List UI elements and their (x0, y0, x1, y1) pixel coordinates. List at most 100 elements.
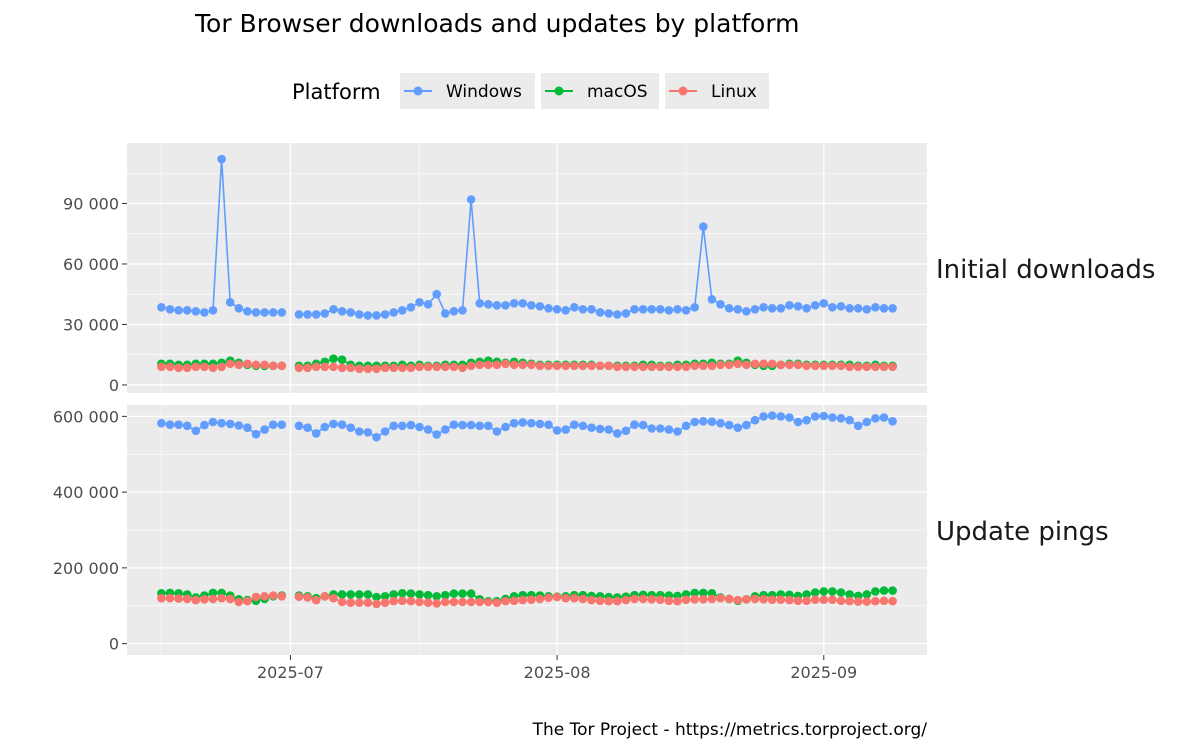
data-point (174, 420, 183, 430)
series-linux (157, 591, 897, 609)
data-point (888, 304, 897, 313)
data-point (389, 308, 399, 317)
data-point (690, 588, 699, 598)
data-point (243, 359, 252, 369)
data-point (458, 589, 467, 598)
data-point (742, 360, 751, 370)
data-point (621, 309, 631, 318)
data-point (243, 423, 252, 433)
data-point (406, 303, 416, 312)
data-point (535, 302, 545, 311)
data-point (251, 308, 261, 317)
data-point (441, 425, 450, 434)
data-point (750, 594, 760, 604)
data-point (638, 594, 648, 604)
data-point (423, 300, 433, 309)
data-point (475, 421, 485, 431)
data-point (570, 361, 579, 371)
data-point (277, 308, 287, 317)
data-point (363, 428, 373, 437)
data-point (742, 595, 751, 604)
data-point (441, 590, 450, 600)
data-point (320, 309, 330, 318)
data-point (767, 304, 777, 313)
data-point (509, 360, 519, 370)
x-tick-label: 2025-08 (524, 663, 591, 682)
data-point (656, 595, 665, 604)
data-point (853, 304, 863, 313)
data-point (277, 420, 287, 430)
data-point (810, 301, 820, 310)
data-point (552, 305, 562, 314)
data-point (320, 422, 330, 432)
data-point (200, 308, 209, 317)
data-point (225, 298, 235, 307)
data-point (441, 309, 450, 318)
data-point (208, 417, 218, 427)
data-point (595, 361, 605, 371)
data-point (673, 305, 682, 314)
data-point (346, 363, 356, 373)
data-point (260, 425, 269, 434)
data-point (398, 421, 407, 431)
data-point (157, 418, 166, 428)
data-point (604, 309, 613, 318)
data-point (380, 310, 390, 319)
data-point (260, 360, 269, 370)
data-point (570, 593, 579, 603)
data-point (759, 303, 768, 312)
data-point (277, 592, 287, 601)
y-tick-label: 400 000 (53, 483, 119, 502)
data-point (785, 360, 794, 370)
data-point (311, 362, 321, 372)
data-point (707, 417, 717, 427)
data-point (475, 299, 485, 308)
data-point (337, 597, 347, 607)
data-point (311, 595, 321, 605)
data-point (423, 598, 433, 607)
data-point (819, 361, 829, 371)
data-point (294, 363, 304, 373)
legend-entry-macos: macOS (541, 73, 659, 109)
data-point (475, 360, 485, 370)
data-point (337, 590, 347, 599)
data-point (484, 421, 493, 431)
legend-label: Linux (711, 82, 757, 102)
data-point (595, 596, 605, 606)
data-point (372, 311, 381, 320)
caption: The Tor Project - https://metrics.torpro… (532, 720, 928, 740)
data-point (673, 427, 682, 436)
data-point (862, 597, 872, 606)
data-point (879, 413, 889, 422)
data-point (363, 364, 373, 374)
data-point (398, 596, 407, 606)
y-tick-label: 90 000 (63, 194, 119, 213)
data-point (208, 588, 218, 598)
data-point (707, 594, 717, 604)
y-tick-label: 600 000 (53, 407, 119, 426)
data-point (862, 362, 872, 372)
data-point (613, 596, 622, 606)
data-point (372, 592, 381, 602)
data-point (509, 299, 519, 308)
data-point (810, 588, 820, 597)
data-point (165, 362, 175, 372)
data-point (810, 595, 820, 604)
data-point (157, 362, 166, 372)
data-point (630, 594, 639, 604)
data-point (423, 362, 433, 372)
data-point (346, 590, 356, 599)
data-point (449, 307, 459, 316)
data-point (372, 364, 381, 374)
data-point (449, 589, 459, 598)
data-point (862, 590, 872, 599)
data-point (415, 590, 424, 599)
data-point (527, 301, 536, 310)
data-point (432, 599, 442, 608)
data-point (260, 592, 269, 601)
data-point (208, 363, 218, 373)
data-point (699, 588, 708, 598)
data-point (217, 154, 226, 164)
data-point (432, 430, 442, 439)
